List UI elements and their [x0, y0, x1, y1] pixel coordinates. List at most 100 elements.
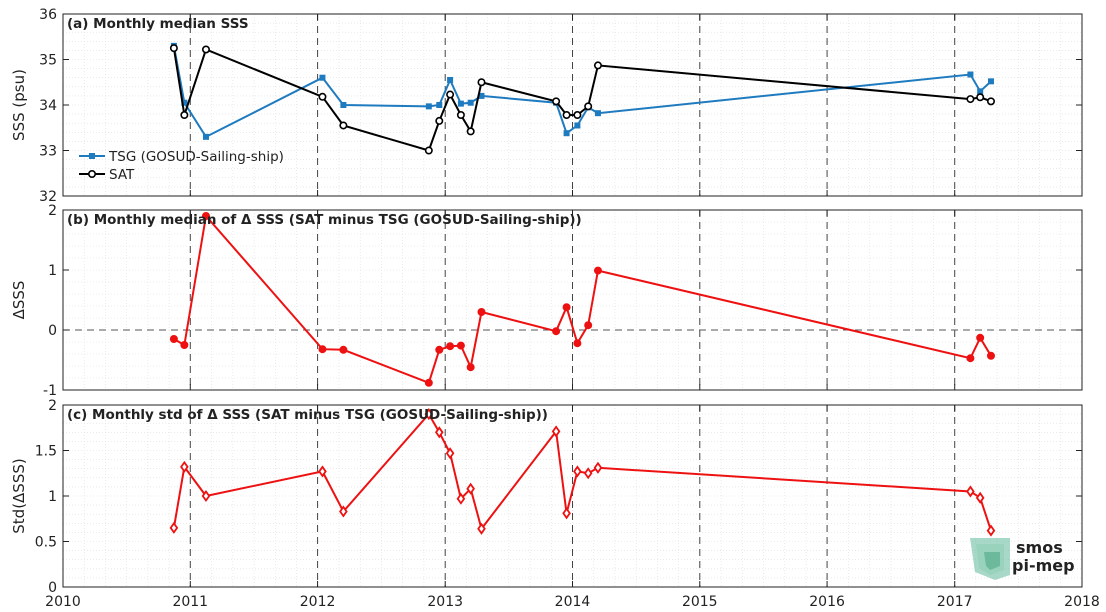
data-point-marker — [169, 521, 179, 534]
data-point-marker — [201, 489, 211, 503]
y-tick-label: 35 — [39, 53, 57, 69]
data-point-marker — [477, 307, 486, 316]
data-point-marker — [593, 61, 602, 70]
y-axis-label: SSS (psu) — [10, 69, 28, 141]
y-tick-label: 1.5 — [35, 444, 57, 460]
data-point-marker — [456, 492, 466, 505]
data-point-marker — [583, 467, 593, 480]
y-tick-label: 32 — [39, 189, 57, 205]
legend-entry: TSG (GOSUD-Sailing-ship) — [108, 149, 284, 165]
smos-pi-mep-logo: smos pi-mep — [970, 538, 1075, 580]
data-point-marker — [562, 111, 571, 120]
data-point-marker — [318, 465, 327, 478]
series-line — [172, 47, 992, 152]
data-point-marker — [434, 426, 444, 439]
x-tick-label: 2016 — [809, 594, 845, 610]
data-point-marker — [966, 354, 975, 363]
data-point-marker — [967, 71, 974, 78]
data-point-marker — [466, 127, 475, 136]
data-point-marker — [457, 100, 464, 107]
data-point-marker — [986, 97, 995, 106]
y-tick-label: 33 — [39, 144, 57, 160]
data-point-marker — [169, 44, 178, 53]
data-point-marker — [446, 90, 455, 99]
data-point-marker — [180, 340, 189, 349]
data-point-marker — [425, 103, 432, 110]
data-point-marker — [466, 363, 475, 372]
grid-layer — [62, 13, 1083, 588]
x-tick-label: 2018 — [1064, 594, 1100, 610]
y-tick-label: -1 — [43, 383, 57, 399]
logo-line2: pi-mep — [1012, 556, 1075, 575]
y-tick-label: 2 — [48, 203, 57, 219]
data-point-marker — [424, 146, 433, 155]
panel-title: (c) Monthly std of Δ SSS (SAT minus TSG … — [67, 407, 548, 423]
panel-title: (a) Monthly median SSS — [67, 16, 249, 32]
data-point-marker — [201, 212, 210, 221]
x-tick-label: 2010 — [45, 594, 81, 610]
data-point-marker — [976, 333, 985, 342]
data-point-marker — [573, 111, 582, 120]
x-tick-label: 2013 — [427, 594, 463, 610]
legend-swatch-marker — [89, 153, 95, 159]
data-point-marker — [456, 341, 465, 350]
data-point-marker — [976, 93, 985, 102]
data-point-marker — [551, 425, 561, 438]
y-tick-label: 2 — [48, 398, 57, 414]
data-point-marker — [447, 76, 454, 83]
data-point-marker — [574, 122, 581, 129]
data-point-marker — [584, 321, 593, 330]
y-axis-label: Std(ΔSSS) — [10, 458, 28, 533]
data-point-marker — [319, 74, 326, 81]
y-tick-label: 1 — [48, 263, 57, 279]
panel-title: (b) Monthly median of Δ SSS (SAT minus T… — [67, 212, 582, 228]
data-point-marker — [318, 92, 327, 101]
data-point-marker — [180, 460, 189, 473]
data-point-marker — [987, 78, 994, 85]
text-layer: 32 33 34 35 36 SSS (psu) (a) Monthly median SS… — [10, 7, 1100, 610]
data-point-marker — [435, 116, 444, 125]
data-point-marker — [977, 88, 984, 95]
data-layer — [169, 42, 996, 537]
data-point-marker — [169, 334, 178, 343]
data-point-marker — [181, 99, 188, 106]
y-tick-label: 0 — [48, 323, 57, 339]
y-axis-label: ΔSSS — [10, 281, 28, 320]
legend-entry: SAT — [109, 167, 135, 183]
data-point-marker — [593, 461, 603, 474]
data-point-marker — [339, 505, 348, 518]
data-point-marker — [445, 447, 455, 460]
x-tick-label: 2014 — [555, 594, 591, 610]
data-point-marker — [584, 102, 593, 111]
y-tick-label: 36 — [39, 7, 57, 23]
data-point-marker — [424, 378, 433, 387]
data-point-marker — [446, 342, 455, 351]
data-point-marker — [966, 95, 975, 104]
y-tick-label: 0 — [48, 580, 57, 596]
data-point-marker — [339, 121, 348, 130]
logo-mark-icon — [970, 538, 1010, 580]
data-point-marker — [202, 133, 209, 140]
data-point-marker — [435, 345, 444, 354]
x-tick-label: 2017 — [937, 594, 973, 610]
data-point-marker — [424, 408, 434, 421]
data-point-marker — [562, 303, 571, 312]
x-tick-label: 2015 — [682, 594, 718, 610]
data-point-marker — [986, 524, 996, 537]
y-tick-label: 1 — [48, 489, 57, 505]
data-point-marker — [986, 351, 995, 360]
x-tick-label: 2011 — [172, 594, 208, 610]
data-point-marker — [573, 465, 582, 478]
data-point-marker — [201, 45, 210, 54]
legend-swatch-marker — [88, 170, 97, 179]
data-point-marker — [436, 102, 443, 108]
logo-line1: smos — [1016, 538, 1063, 557]
data-point-marker — [563, 130, 570, 137]
data-point-marker — [318, 345, 327, 354]
data-point-marker — [180, 111, 189, 120]
frame-layer — [62, 13, 1083, 588]
data-point-marker — [975, 491, 985, 504]
x-tick-label: 2012 — [300, 594, 336, 610]
data-point-marker — [477, 522, 486, 535]
